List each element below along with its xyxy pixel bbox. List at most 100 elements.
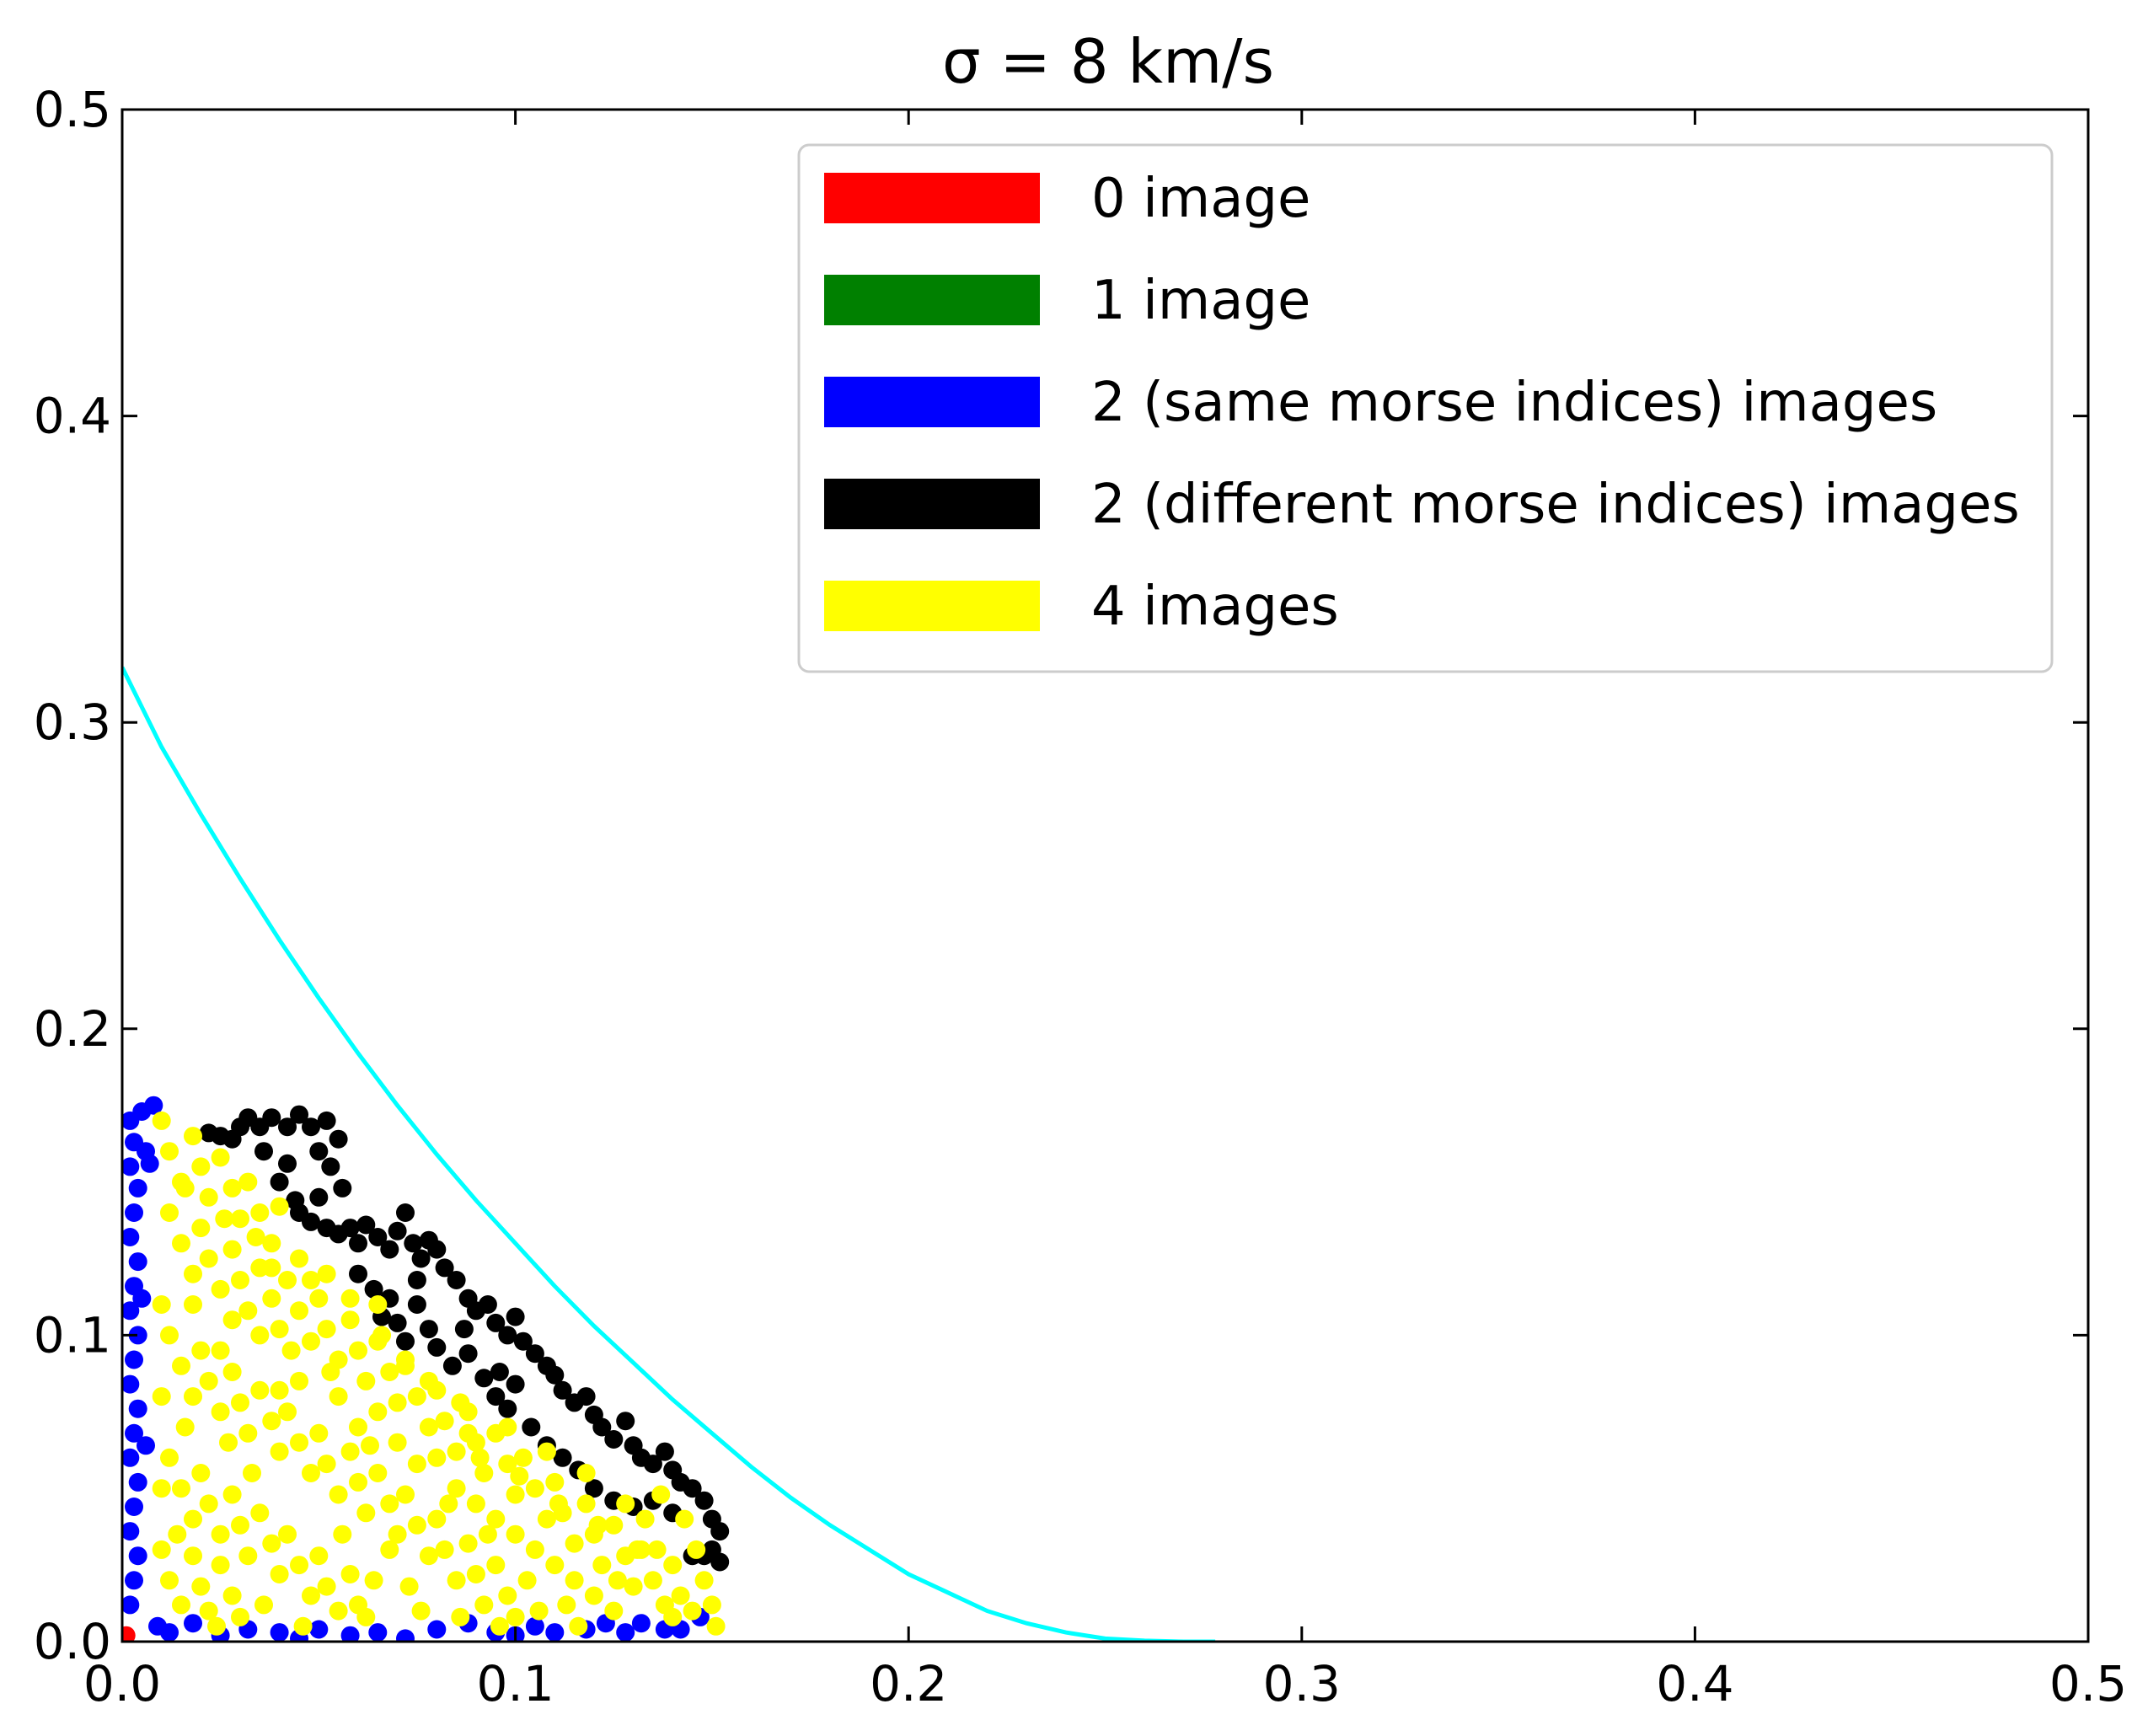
data-point bbox=[616, 1623, 635, 1642]
data-point bbox=[635, 1509, 655, 1529]
data-point bbox=[427, 1509, 447, 1529]
data-point bbox=[246, 1228, 265, 1246]
y-tick-label: 0.0 bbox=[34, 1613, 111, 1670]
data-point bbox=[270, 1623, 289, 1642]
data-point bbox=[604, 1601, 624, 1621]
data-point bbox=[576, 1387, 596, 1406]
data-point bbox=[663, 1556, 683, 1575]
data-point bbox=[309, 1187, 329, 1207]
data-point bbox=[184, 1264, 202, 1283]
data-point bbox=[340, 1310, 360, 1330]
data-point bbox=[172, 1356, 190, 1375]
data-point bbox=[160, 1326, 179, 1345]
data-point bbox=[447, 1479, 466, 1498]
data-point bbox=[231, 1209, 249, 1229]
data-point bbox=[122, 1448, 140, 1467]
data-point bbox=[122, 1522, 140, 1541]
data-point bbox=[356, 1371, 376, 1390]
data-point bbox=[683, 1601, 702, 1621]
data-point bbox=[588, 1515, 608, 1535]
data-point bbox=[427, 1240, 447, 1259]
data-point bbox=[364, 1571, 383, 1590]
data-point bbox=[647, 1540, 667, 1559]
data-point bbox=[290, 1301, 308, 1321]
data-point bbox=[506, 1524, 525, 1544]
data-point bbox=[490, 1616, 509, 1636]
data-point bbox=[222, 1363, 242, 1381]
data-point bbox=[506, 1607, 525, 1626]
data-point bbox=[517, 1571, 537, 1590]
data-point bbox=[396, 1203, 415, 1222]
data-point bbox=[361, 1436, 379, 1455]
data-point bbox=[458, 1423, 478, 1443]
data-point bbox=[152, 1479, 171, 1498]
data-point bbox=[368, 1464, 388, 1482]
data-point bbox=[435, 1258, 454, 1278]
data-point bbox=[329, 1387, 348, 1406]
data-point bbox=[309, 1546, 329, 1566]
data-point bbox=[513, 1331, 533, 1351]
data-point bbox=[152, 1540, 171, 1559]
data-point bbox=[349, 1234, 367, 1253]
data-point bbox=[545, 1472, 565, 1492]
data-point bbox=[184, 1509, 202, 1529]
boundary-curve bbox=[122, 666, 1216, 1642]
data-point bbox=[122, 1301, 140, 1321]
data-point bbox=[293, 1616, 313, 1636]
data-point bbox=[270, 1442, 289, 1461]
data-point bbox=[576, 1464, 596, 1482]
data-point bbox=[349, 1472, 367, 1492]
data-point bbox=[478, 1524, 497, 1544]
data-point bbox=[498, 1399, 517, 1418]
data-point bbox=[466, 1494, 485, 1514]
data-point bbox=[628, 1540, 647, 1559]
data-point bbox=[565, 1571, 584, 1590]
data-point bbox=[584, 1479, 603, 1498]
legend-label: 4 images bbox=[1091, 576, 1339, 638]
data-point bbox=[184, 1546, 202, 1566]
data-point bbox=[125, 1498, 143, 1516]
data-point bbox=[278, 1271, 297, 1289]
data-point bbox=[211, 1524, 230, 1544]
data-point bbox=[604, 1430, 624, 1449]
data-point bbox=[160, 1571, 179, 1590]
data-point bbox=[125, 1350, 143, 1369]
data-point bbox=[694, 1491, 714, 1510]
data-point bbox=[396, 1350, 415, 1369]
data-point bbox=[513, 1448, 533, 1467]
legend-box bbox=[797, 143, 2054, 673]
data-point bbox=[592, 1417, 612, 1437]
legend-swatch bbox=[824, 581, 1040, 631]
data-point bbox=[584, 1586, 603, 1605]
data-point bbox=[250, 1326, 270, 1345]
data-point bbox=[140, 1154, 159, 1173]
data-point bbox=[683, 1479, 702, 1498]
data-point bbox=[270, 1565, 289, 1583]
data-point bbox=[172, 1234, 190, 1253]
data-point bbox=[486, 1556, 506, 1575]
data-point bbox=[419, 1320, 438, 1339]
data-point bbox=[419, 1371, 438, 1390]
data-point bbox=[262, 1234, 281, 1253]
data-point bbox=[388, 1524, 407, 1544]
data-point bbox=[172, 1595, 190, 1615]
data-point bbox=[250, 1203, 270, 1222]
data-point bbox=[702, 1595, 721, 1615]
data-point bbox=[372, 1326, 391, 1345]
data-point bbox=[396, 1331, 415, 1351]
data-point bbox=[643, 1455, 662, 1474]
data-point bbox=[250, 1503, 270, 1523]
data-point bbox=[254, 1595, 273, 1615]
data-point bbox=[651, 1485, 671, 1504]
x-tick-label: 0.1 bbox=[476, 1655, 554, 1712]
data-point bbox=[340, 1565, 360, 1583]
data-point bbox=[427, 1620, 447, 1639]
data-point bbox=[137, 1436, 155, 1455]
data-point bbox=[557, 1595, 576, 1615]
data-point bbox=[329, 1129, 348, 1149]
data-point bbox=[262, 1108, 281, 1128]
data-point bbox=[152, 1111, 171, 1130]
data-point bbox=[172, 1479, 190, 1498]
data-point bbox=[710, 1522, 730, 1541]
